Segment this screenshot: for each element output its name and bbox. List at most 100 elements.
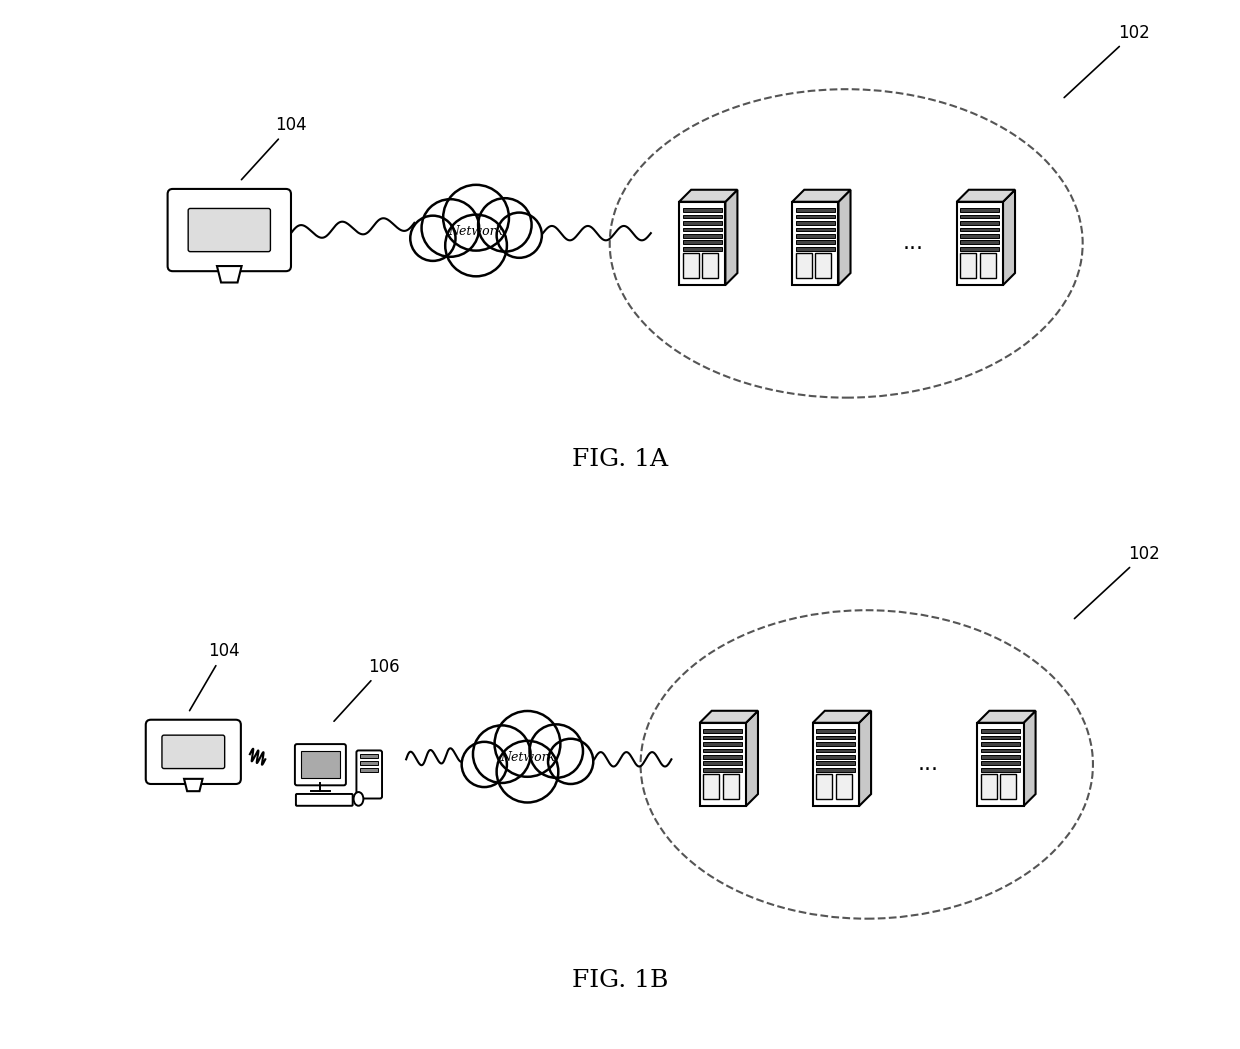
FancyBboxPatch shape: [683, 228, 722, 231]
FancyBboxPatch shape: [796, 208, 835, 212]
Polygon shape: [680, 190, 738, 201]
FancyBboxPatch shape: [295, 744, 346, 786]
FancyBboxPatch shape: [167, 189, 291, 272]
FancyBboxPatch shape: [980, 253, 996, 278]
FancyBboxPatch shape: [816, 755, 856, 758]
FancyBboxPatch shape: [981, 762, 1019, 765]
FancyBboxPatch shape: [162, 735, 224, 769]
Text: 104: 104: [242, 116, 306, 179]
FancyBboxPatch shape: [356, 750, 382, 798]
Polygon shape: [838, 190, 851, 285]
Text: ...: ...: [903, 234, 924, 254]
FancyBboxPatch shape: [703, 742, 743, 746]
FancyBboxPatch shape: [703, 729, 743, 733]
Polygon shape: [977, 711, 1035, 723]
FancyBboxPatch shape: [702, 253, 718, 278]
FancyBboxPatch shape: [816, 742, 856, 746]
FancyBboxPatch shape: [796, 221, 835, 224]
FancyBboxPatch shape: [957, 201, 1003, 285]
FancyBboxPatch shape: [981, 768, 1019, 772]
FancyBboxPatch shape: [703, 735, 743, 740]
FancyBboxPatch shape: [981, 755, 1019, 758]
FancyBboxPatch shape: [301, 751, 340, 778]
FancyBboxPatch shape: [796, 215, 835, 218]
FancyBboxPatch shape: [812, 723, 859, 806]
FancyBboxPatch shape: [796, 253, 812, 278]
FancyBboxPatch shape: [981, 729, 1019, 733]
FancyBboxPatch shape: [961, 208, 999, 212]
FancyBboxPatch shape: [796, 234, 835, 238]
FancyBboxPatch shape: [683, 240, 722, 244]
FancyBboxPatch shape: [792, 201, 838, 285]
Polygon shape: [812, 711, 870, 723]
Text: Network: Network: [449, 224, 503, 237]
Text: ...: ...: [918, 754, 939, 774]
FancyBboxPatch shape: [961, 253, 976, 278]
Polygon shape: [957, 190, 1016, 201]
Polygon shape: [217, 266, 242, 282]
Circle shape: [461, 742, 507, 787]
FancyBboxPatch shape: [188, 209, 270, 252]
FancyBboxPatch shape: [981, 742, 1019, 746]
Circle shape: [497, 213, 542, 258]
FancyBboxPatch shape: [961, 240, 999, 244]
FancyBboxPatch shape: [961, 221, 999, 224]
FancyBboxPatch shape: [981, 749, 1019, 752]
FancyBboxPatch shape: [981, 774, 997, 798]
FancyBboxPatch shape: [703, 762, 743, 765]
Text: 102: 102: [1064, 24, 1149, 98]
FancyBboxPatch shape: [361, 762, 378, 765]
Polygon shape: [792, 190, 851, 201]
FancyBboxPatch shape: [796, 247, 835, 251]
FancyBboxPatch shape: [796, 240, 835, 244]
FancyBboxPatch shape: [961, 215, 999, 218]
Polygon shape: [1003, 190, 1016, 285]
FancyBboxPatch shape: [146, 720, 241, 784]
FancyBboxPatch shape: [816, 735, 856, 740]
FancyBboxPatch shape: [816, 253, 831, 278]
FancyBboxPatch shape: [683, 247, 722, 251]
FancyBboxPatch shape: [361, 754, 378, 758]
Text: Network: Network: [500, 751, 556, 764]
FancyBboxPatch shape: [816, 768, 856, 772]
FancyBboxPatch shape: [683, 253, 698, 278]
Ellipse shape: [353, 792, 363, 806]
FancyBboxPatch shape: [977, 723, 1023, 806]
FancyBboxPatch shape: [361, 768, 378, 772]
FancyBboxPatch shape: [816, 762, 856, 765]
FancyBboxPatch shape: [683, 215, 722, 218]
FancyBboxPatch shape: [683, 234, 722, 238]
Circle shape: [443, 185, 508, 251]
FancyBboxPatch shape: [680, 201, 725, 285]
FancyBboxPatch shape: [683, 208, 722, 212]
Circle shape: [548, 738, 593, 784]
FancyBboxPatch shape: [703, 749, 743, 752]
Circle shape: [445, 215, 507, 276]
FancyBboxPatch shape: [816, 749, 856, 752]
Circle shape: [472, 725, 531, 783]
Circle shape: [410, 216, 455, 261]
FancyBboxPatch shape: [981, 735, 1019, 740]
Polygon shape: [699, 711, 758, 723]
Circle shape: [479, 198, 532, 252]
Polygon shape: [1023, 711, 1035, 806]
FancyBboxPatch shape: [816, 774, 832, 798]
Polygon shape: [746, 711, 758, 806]
Text: 104: 104: [190, 642, 241, 710]
FancyBboxPatch shape: [699, 723, 746, 806]
Text: 102: 102: [1074, 544, 1161, 619]
Polygon shape: [725, 190, 738, 285]
FancyBboxPatch shape: [723, 774, 739, 798]
FancyBboxPatch shape: [796, 228, 835, 231]
FancyBboxPatch shape: [1001, 774, 1016, 798]
Circle shape: [529, 725, 583, 777]
FancyBboxPatch shape: [703, 755, 743, 758]
FancyBboxPatch shape: [961, 234, 999, 238]
FancyBboxPatch shape: [961, 228, 999, 231]
Circle shape: [497, 741, 558, 802]
FancyBboxPatch shape: [961, 247, 999, 251]
Text: FIG. 1A: FIG. 1A: [572, 448, 668, 471]
FancyBboxPatch shape: [816, 729, 856, 733]
FancyBboxPatch shape: [703, 774, 719, 798]
Circle shape: [422, 199, 479, 257]
